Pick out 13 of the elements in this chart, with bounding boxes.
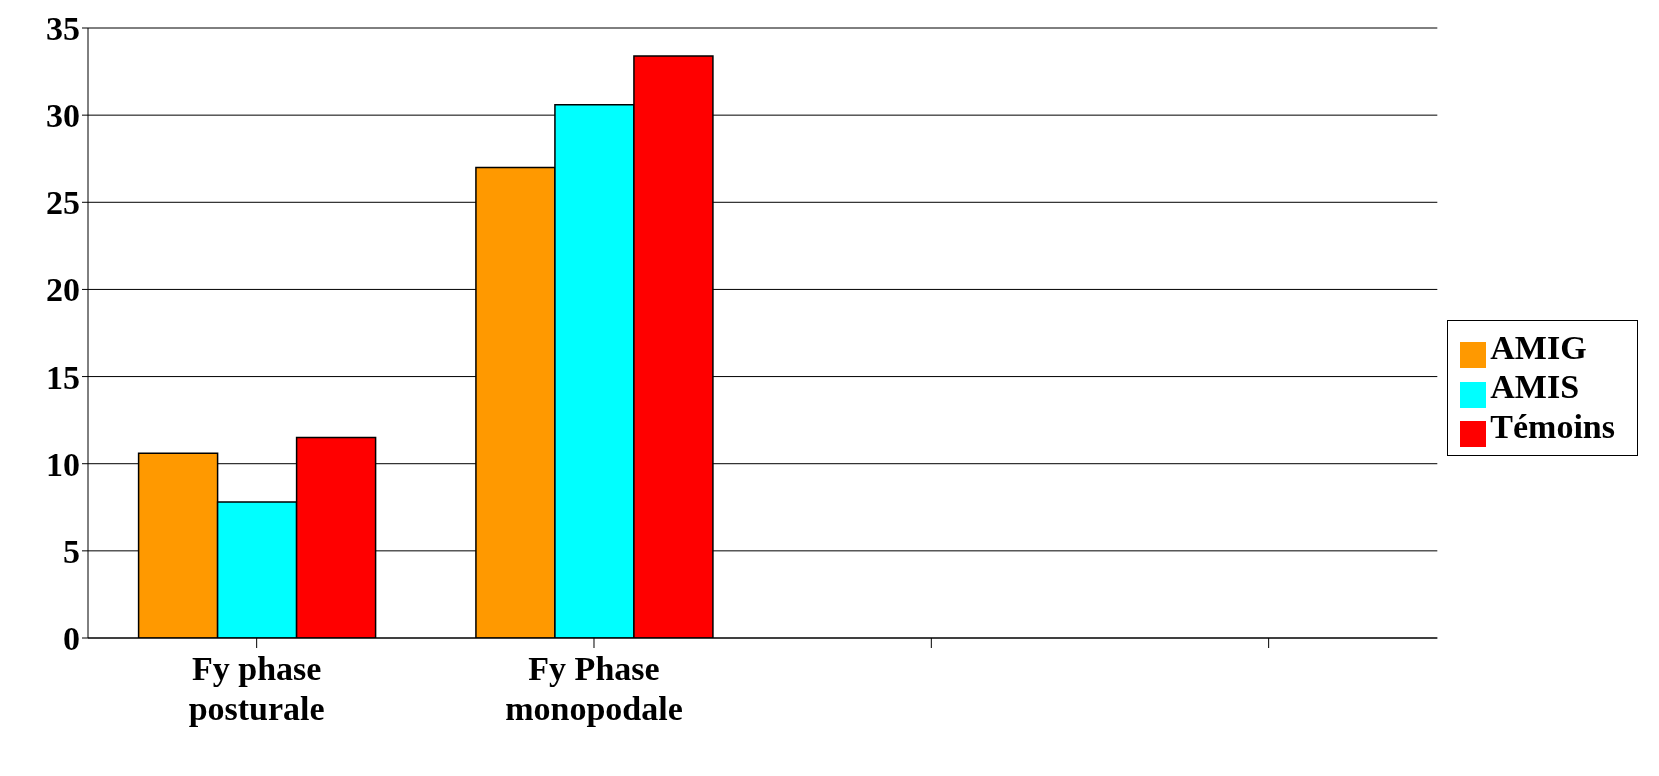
legend-label: AMIG — [1490, 329, 1587, 366]
y-tick-label: 20 — [46, 271, 80, 309]
y-tick-label: 5 — [63, 532, 80, 570]
x-tick-label: Fy Phase monopodale — [505, 650, 683, 727]
y-tick-label: 15 — [46, 358, 80, 396]
x-tick-label: Fy phase posturale — [188, 650, 325, 727]
legend-label: Témoins — [1490, 407, 1615, 445]
y-tick-label: 10 — [46, 445, 80, 483]
y-tick-label: 25 — [46, 184, 80, 222]
legend-label: AMIS — [1490, 368, 1580, 406]
y-tick-label: 35 — [46, 10, 80, 48]
y-tick-label: 30 — [46, 97, 80, 135]
y-tick-label: 0 — [63, 620, 80, 658]
